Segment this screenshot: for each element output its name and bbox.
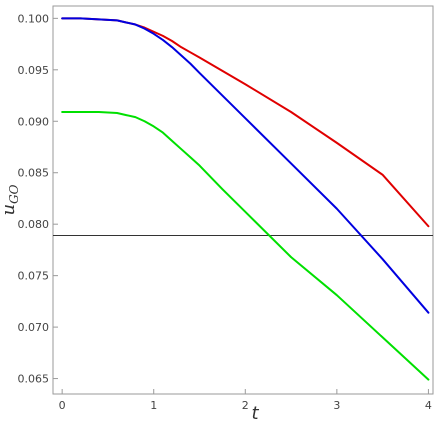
y-axis-ticks: 0.065 0.070 0.075 0.080 0.085 0.090 0.095 0.100 [18,12,58,386]
x-tick-label: 3 [333,399,340,412]
y-axis-label-subscript: GO [7,184,21,204]
x-axis-ticks: 0 1 2 3 4 [59,389,432,412]
y-tick-label: 0.100 [18,12,50,25]
x-tick-label: 2 [242,399,249,412]
y-tick-label: 0.085 [18,167,50,180]
series-group [61,17,430,381]
y-tick-label: 0.090 [18,115,50,128]
y-axis-label: uGO [0,184,21,215]
y-tick-label: 0.075 [18,270,50,283]
x-tick-label: 1 [150,399,157,412]
series-line-1 [61,17,430,314]
series-line-2 [61,111,430,381]
plot-frame [52,5,434,395]
series-line-0 [61,17,430,228]
x-axis-label: t [251,403,259,424]
y-tick-label: 0.065 [18,373,50,386]
x-tick-label: 4 [425,399,432,412]
x-tick-label: 0 [59,399,66,412]
y-axis-label-main: u [0,204,19,216]
y-tick-label: 0.070 [18,321,50,334]
y-tick-label: 0.095 [18,64,50,77]
y-tick-label: 0.080 [18,218,50,231]
